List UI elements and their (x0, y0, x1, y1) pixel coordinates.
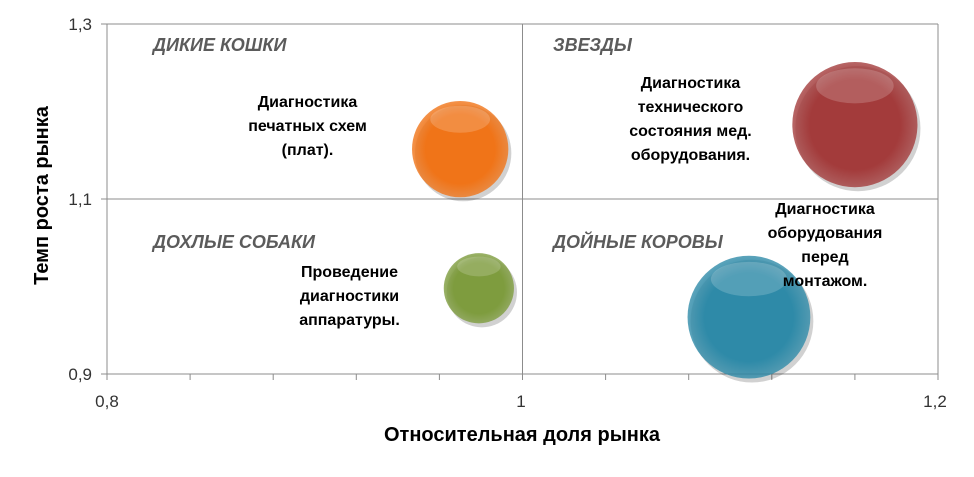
quadrant-label-wild-cats: ДИКИЕ КОШКИ (153, 35, 287, 55)
quadrant-label-stars: ЗВЕЗДЫ (553, 35, 632, 55)
y-tick-label: 1,1 (68, 190, 92, 209)
y-axis-title: Темп роста рынка (22, 15, 62, 375)
x-tick-label: 1 (516, 392, 526, 411)
y-tick-label: 1,3 (68, 15, 92, 34)
bubble (792, 62, 918, 188)
quadrant-label-dead-dogs: ДОХЛЫЕ СОБАКИ (153, 232, 315, 252)
axes (101, 23, 939, 380)
bubble (443, 253, 514, 324)
bubble-label: Диагностика печатных схем (плат). (248, 94, 367, 159)
bubble-highlight (430, 105, 491, 133)
bubble-highlight (457, 256, 501, 277)
grid-lines (107, 23, 939, 374)
bubble-label: Проведение диагностики аппаратуры. (299, 264, 400, 329)
x-tick-label: 1,2 (923, 392, 947, 411)
x-tick-label: 0,8 (95, 392, 119, 411)
bubbles (412, 62, 921, 383)
y-tick-label: 0,9 (68, 365, 92, 384)
bubble-label: Диагностика оборудования перед монтажом. (767, 201, 883, 290)
quadrant-label-cash-cows: ДОЙНЫЕ КОРОВЫ (553, 232, 723, 252)
bubble-label: Диагностика технического состояния мед. … (629, 75, 752, 164)
bubble (687, 255, 811, 379)
y-axis-title-text: Темп роста рынка (30, 105, 53, 285)
x-axis-title: Относительная доля рынка (383, 424, 660, 446)
bubble (412, 100, 509, 198)
bubble-highlight (710, 261, 788, 297)
bubble-highlight (816, 68, 894, 104)
